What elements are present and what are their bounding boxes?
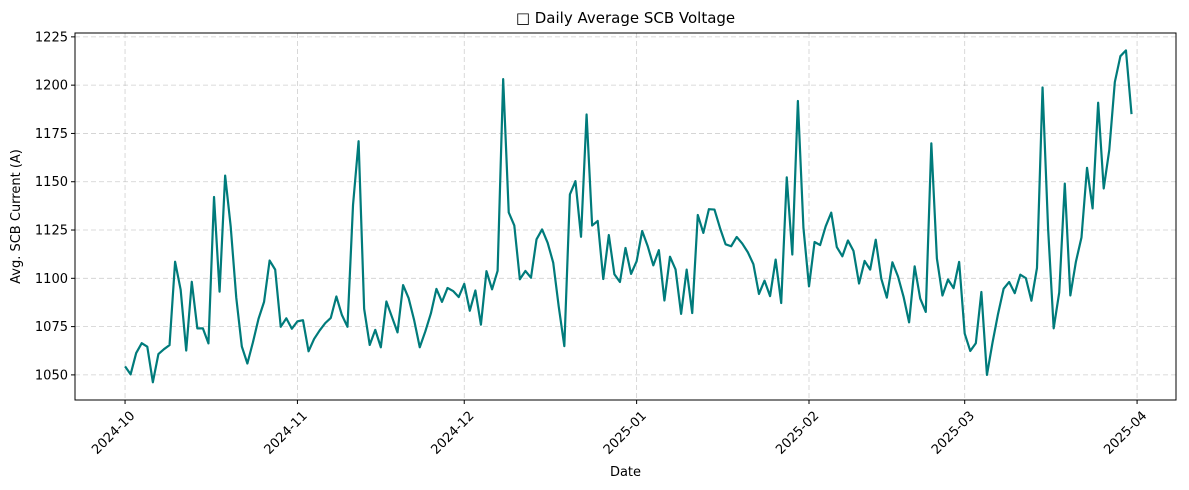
x-tick-label: 2025-04 [1101, 409, 1150, 458]
grid-lines [75, 33, 1176, 400]
y-tick-label: 1075 [35, 320, 68, 335]
y-axis-label: Avg. SCB Current (A) [9, 149, 24, 284]
x-tick-label: 2024-11 [262, 409, 311, 458]
chart-title: □ Daily Average SCB Voltage [516, 9, 735, 27]
x-axis-label: Date [610, 465, 641, 480]
y-tick-label: 1100 [35, 272, 68, 287]
y-tick-label: 1225 [35, 30, 68, 45]
x-tick-label: 2024-12 [428, 409, 477, 458]
x-tick-label: 2025-01 [601, 409, 650, 458]
y-tick-label: 1050 [35, 368, 68, 383]
y-tick-label: 1125 [35, 224, 68, 239]
plot-frame [74, 32, 1177, 401]
axis-ticks: 1050 1075 1100 1125 1150 1175 1200 1225 2024-10 2… [35, 30, 1150, 457]
x-tick-label: 2025-03 [929, 409, 978, 458]
x-tick-label: 2025-02 [773, 409, 822, 458]
y-tick-label: 1175 [35, 127, 68, 142]
series-line [124, 49, 1133, 384]
y-tick-label: 1150 [35, 175, 68, 190]
y-tick-label: 1200 [35, 79, 68, 94]
x-tick-label: 2024-10 [89, 409, 138, 458]
